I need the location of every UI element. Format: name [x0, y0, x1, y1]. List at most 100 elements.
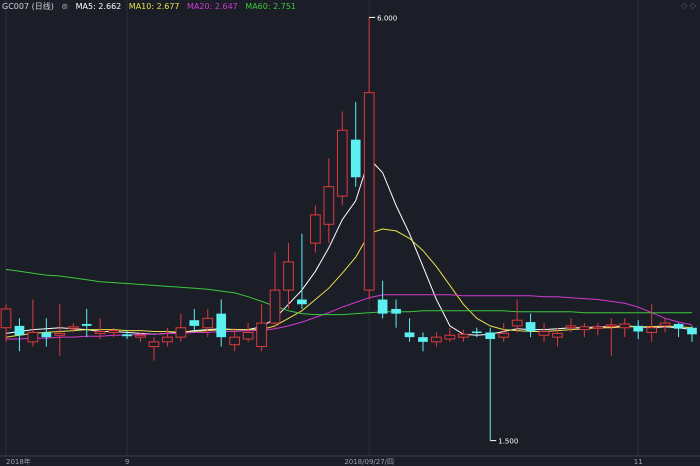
candle[interactable] [418, 332, 428, 352]
candle[interactable] [135, 332, 146, 342]
series-line-ma5 [5, 157, 693, 336]
candle-body-up [605, 324, 617, 327]
candle[interactable] [511, 299, 523, 333]
series-line-ma10 [5, 228, 693, 338]
candle[interactable] [485, 327, 496, 441]
candle[interactable] [41, 318, 52, 347]
candle[interactable] [659, 318, 671, 333]
x-tick-label: 2018年 [6, 457, 31, 466]
candle[interactable] [687, 325, 697, 342]
candle[interactable] [377, 280, 388, 319]
candle-body-down [377, 299, 388, 314]
candle[interactable] [54, 304, 66, 356]
candle[interactable] [579, 323, 590, 338]
candle-body-up [646, 327, 657, 333]
candle[interactable] [404, 318, 415, 342]
candle-body-up [175, 327, 187, 338]
candle[interactable] [297, 233, 307, 309]
candle[interactable] [391, 299, 401, 328]
candle[interactable] [498, 323, 510, 342]
candle[interactable] [552, 327, 563, 347]
candle[interactable] [229, 327, 241, 352]
candle-body-up [135, 334, 146, 338]
candle-body-up [538, 331, 550, 336]
candle-body-down [14, 325, 25, 336]
candle[interactable] [619, 318, 631, 338]
candle[interactable] [189, 308, 200, 333]
candle[interactable] [0, 304, 12, 342]
candle-body-up [27, 331, 39, 343]
candle[interactable] [633, 320, 644, 340]
candle[interactable] [605, 318, 617, 356]
candle[interactable] [592, 323, 604, 336]
candle-body-up [202, 317, 214, 329]
candle[interactable] [27, 299, 39, 347]
candle[interactable] [175, 313, 187, 342]
candle[interactable] [122, 330, 132, 340]
candle-body-up [363, 92, 375, 291]
candle-body-down [122, 334, 132, 337]
moving-average-lines [5, 157, 693, 340]
candle-body-up [67, 326, 79, 329]
diamond-icon[interactable]: ◇ [689, 1, 696, 10]
candle-body-up [659, 322, 671, 327]
series-line-ma60 [5, 268, 692, 316]
settings-icon[interactable]: ⊚ [61, 2, 69, 11]
candles[interactable] [0, 17, 697, 441]
candle[interactable] [471, 327, 482, 338]
candle[interactable] [363, 17, 375, 300]
candle[interactable] [256, 304, 267, 352]
candle[interactable] [336, 111, 348, 206]
candle[interactable] [323, 158, 335, 244]
candle-body-down [391, 308, 401, 314]
candle[interactable] [162, 327, 173, 347]
candle-body-down [418, 337, 428, 342]
candle-body-up [108, 330, 119, 333]
diamond-icon[interactable]: ◇ [681, 1, 688, 10]
candle-body-up [444, 334, 456, 340]
candle[interactable] [673, 323, 684, 338]
legend-symbol: GC007 (日线) [2, 2, 54, 11]
x-axis: 2018年 9 2018/09/27/四 11 [6, 457, 643, 466]
candle[interactable] [216, 299, 227, 347]
candle-body-up [431, 336, 442, 343]
candle-body-up [498, 332, 510, 338]
candle-body-up [269, 289, 281, 324]
candle-body-up [565, 325, 577, 329]
candle[interactable] [148, 337, 160, 361]
candle[interactable] [565, 318, 577, 333]
candle[interactable] [81, 308, 92, 338]
candle[interactable] [350, 102, 361, 187]
candle-body-up [619, 323, 631, 329]
x-tick-label: 9 [125, 458, 129, 466]
candle[interactable] [14, 318, 25, 352]
candle[interactable] [646, 304, 657, 342]
candle[interactable] [67, 323, 79, 333]
candle[interactable] [202, 308, 214, 338]
candle[interactable] [457, 329, 469, 342]
candle[interactable] [525, 313, 536, 338]
candle-body-up [148, 341, 160, 348]
candle-body-down [525, 322, 536, 332]
candle-body-up [256, 322, 267, 348]
candle[interactable] [538, 323, 550, 342]
candle-body-down [81, 323, 92, 326]
candle-body-up [162, 336, 173, 343]
candle[interactable] [310, 205, 321, 253]
candle[interactable] [431, 332, 442, 347]
candle[interactable] [242, 323, 254, 342]
candle[interactable] [269, 252, 281, 328]
x-tick-label: 11 [634, 458, 643, 466]
candle[interactable] [283, 243, 294, 309]
candle[interactable] [108, 327, 119, 338]
candle[interactable] [444, 327, 456, 342]
annotations: 6.000 1.500 [369, 14, 518, 446]
candle-body-up [592, 326, 604, 329]
x-tick-label: 2018/09/27/四 [344, 458, 394, 466]
candle-body-up [0, 308, 12, 329]
candle[interactable] [94, 318, 106, 340]
legend-ma20: MA20: 2.647 [187, 2, 238, 11]
candle-body-up [511, 319, 523, 327]
